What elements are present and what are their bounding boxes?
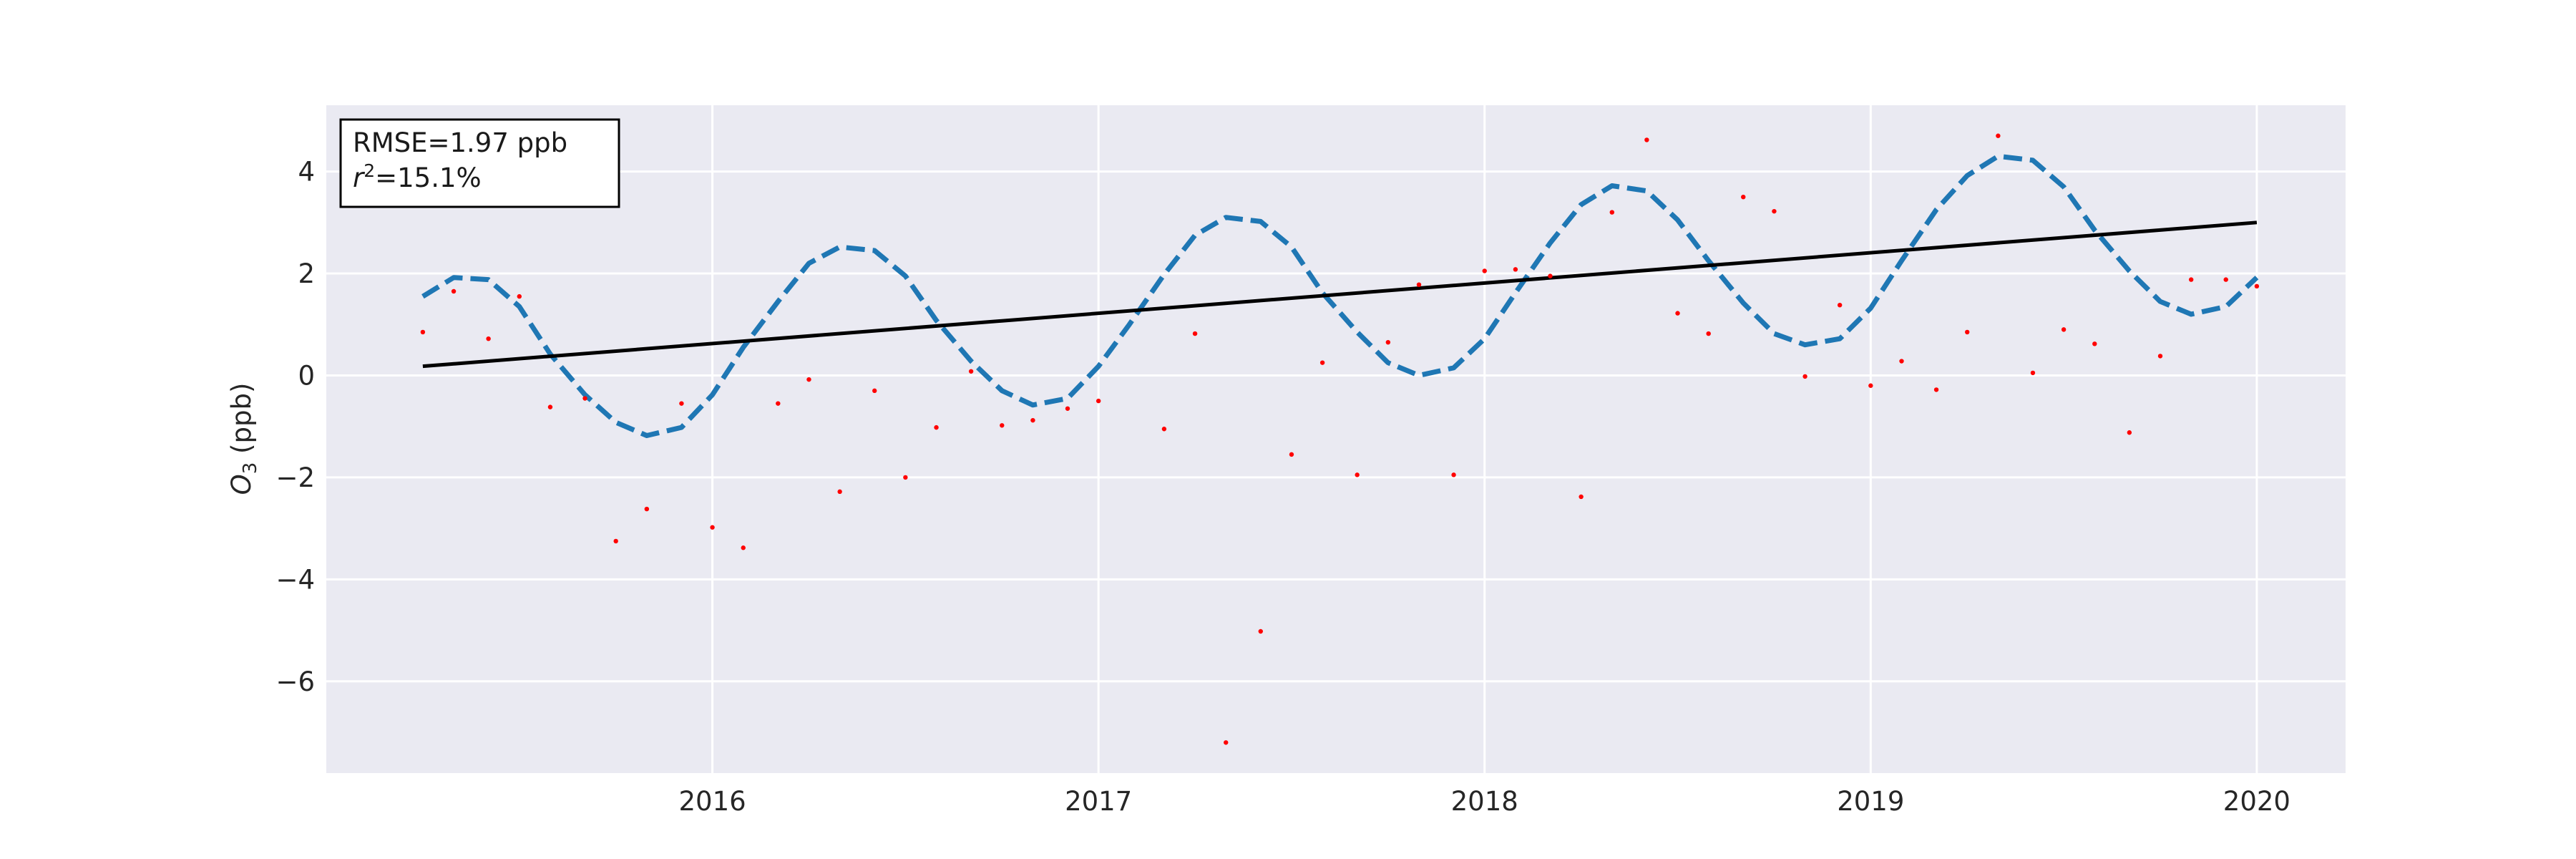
observation-point xyxy=(1224,740,1229,745)
observation-point xyxy=(934,424,939,430)
observation-point xyxy=(2188,277,2194,282)
observation-point xyxy=(1675,311,1680,316)
r2-superscript: 2 xyxy=(364,160,375,181)
r2-text: r2=15.1% xyxy=(353,160,482,193)
observation-point xyxy=(1933,387,1939,392)
observation-point xyxy=(582,396,587,401)
y-tick-label: 2 xyxy=(298,258,315,289)
observation-point xyxy=(1741,194,1746,200)
observation-point xyxy=(547,404,553,409)
observation-point xyxy=(1451,472,1456,477)
observation-point xyxy=(2223,277,2228,282)
observation-point xyxy=(679,401,684,406)
observation-point xyxy=(1096,398,1101,404)
y-axis-ticks: −6 −4 −2 0 2 4 xyxy=(275,157,315,697)
x-axis-ticks: 2016 2017 2018 2019 2020 xyxy=(678,786,2290,817)
observation-point xyxy=(968,369,974,374)
seasonal-fit-line xyxy=(421,153,2259,438)
observation-point xyxy=(2254,283,2260,289)
observation-point xyxy=(872,388,877,394)
observation-point xyxy=(644,506,650,512)
observation-point xyxy=(1482,268,1487,273)
y-axis-label-subscript: 3 xyxy=(240,462,261,475)
y-axis-label-unit: (ppb) xyxy=(226,383,257,462)
observation-point xyxy=(1644,137,1649,142)
observation-point xyxy=(1965,329,1970,335)
observation-point xyxy=(1258,629,1263,634)
observation-point xyxy=(1355,472,1360,477)
observation-point xyxy=(1416,282,1422,287)
observation-point xyxy=(1385,339,1391,345)
observation-point xyxy=(613,538,618,544)
observation-point xyxy=(1609,210,1614,215)
observation-point xyxy=(710,525,715,530)
observation-point xyxy=(776,401,781,406)
observation-point xyxy=(486,336,491,341)
observation-point xyxy=(1579,494,1584,500)
observation-point xyxy=(1192,331,1198,336)
observation-point xyxy=(1837,302,1843,308)
r2-symbol: r xyxy=(353,162,366,193)
observation-point xyxy=(1513,267,1518,272)
stats-annotation-box xyxy=(339,118,620,208)
y-tick-label: −2 xyxy=(275,462,315,493)
observation-point xyxy=(1706,331,1711,336)
observation-point xyxy=(1899,359,1904,364)
y-tick-label: 0 xyxy=(298,360,315,391)
y-tick-label: 4 xyxy=(298,157,315,188)
observation-point xyxy=(1030,417,1035,423)
observation-point xyxy=(837,489,842,495)
observation-point xyxy=(1161,427,1167,432)
x-tick-label: 2016 xyxy=(678,786,746,817)
observation-point xyxy=(517,293,522,299)
observation-point xyxy=(1548,273,1553,278)
trend-line xyxy=(422,220,2258,369)
grid xyxy=(326,105,2346,773)
observation-point xyxy=(903,475,908,480)
rmse-text: RMSE=1.97 ppb xyxy=(353,127,567,158)
observation-point xyxy=(1772,208,1777,214)
observation-point xyxy=(420,329,426,335)
x-tick-label: 2020 xyxy=(2223,786,2290,817)
x-tick-label: 2018 xyxy=(1451,786,1518,817)
observation-point xyxy=(2127,430,2132,435)
seasonal-fit-layer xyxy=(421,153,2259,438)
r2-value: =15.1% xyxy=(375,162,482,193)
observation-point xyxy=(1868,383,1873,388)
y-tick-label: −4 xyxy=(275,564,315,595)
y-tick-label: −6 xyxy=(275,666,315,697)
plot-background xyxy=(326,105,2346,773)
y-axis-label: O3 (ppb) xyxy=(226,383,261,495)
observation-point xyxy=(2157,354,2163,359)
observation-point xyxy=(741,545,746,550)
observation-point xyxy=(1289,452,1294,457)
observation-point xyxy=(451,288,457,294)
observation-point xyxy=(1065,406,1070,411)
observation-point xyxy=(806,377,811,382)
trend-layer xyxy=(422,220,2258,369)
x-tick-label: 2019 xyxy=(1837,786,1904,817)
stats-annotation: RMSE=1.97 ppb r2=15.1% xyxy=(339,118,620,208)
observation-point xyxy=(2030,370,2036,376)
x-tick-label: 2017 xyxy=(1065,786,1132,817)
y-axis-label-symbol: O xyxy=(226,474,257,495)
observation-point xyxy=(2061,327,2067,332)
observation-point xyxy=(1996,133,2001,138)
observation-point xyxy=(1802,374,1807,379)
observation-point xyxy=(2092,341,2097,346)
observation-point xyxy=(1000,423,1005,428)
observations-layer xyxy=(420,133,2260,745)
observation-point xyxy=(1319,360,1325,365)
